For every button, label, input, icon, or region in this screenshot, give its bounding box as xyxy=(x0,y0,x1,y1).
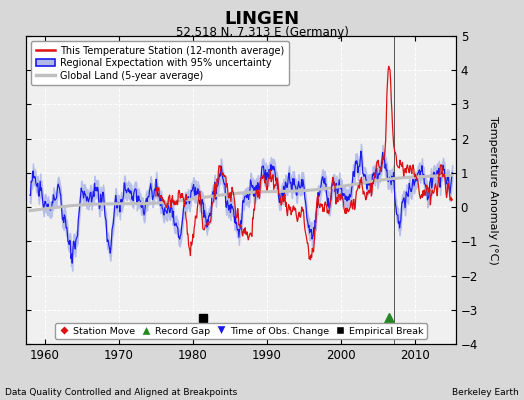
Text: Berkeley Earth: Berkeley Earth xyxy=(452,388,519,397)
Legend: Station Move, Record Gap, Time of Obs. Change, Empirical Break: Station Move, Record Gap, Time of Obs. C… xyxy=(55,323,427,339)
Text: 52.518 N, 7.313 E (Germany): 52.518 N, 7.313 E (Germany) xyxy=(176,26,348,39)
Text: LINGEN: LINGEN xyxy=(224,10,300,28)
Y-axis label: Temperature Anomaly (°C): Temperature Anomaly (°C) xyxy=(487,116,498,264)
Text: Data Quality Controlled and Aligned at Breakpoints: Data Quality Controlled and Aligned at B… xyxy=(5,388,237,397)
